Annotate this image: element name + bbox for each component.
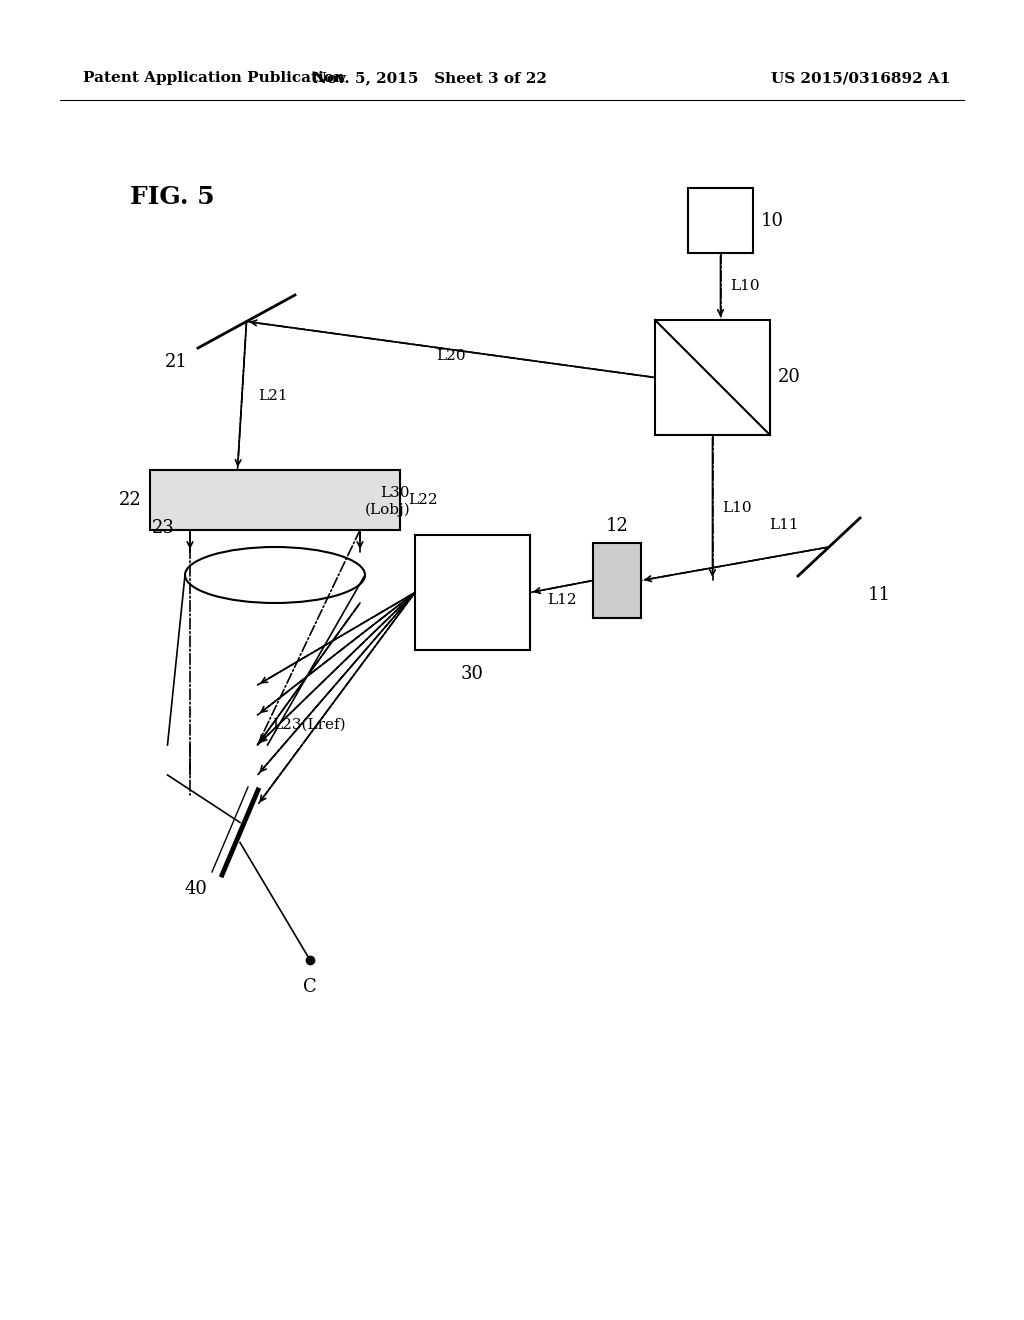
Text: L22: L22	[408, 492, 437, 507]
Text: 10: 10	[761, 211, 784, 230]
Text: FIG. 5: FIG. 5	[130, 185, 215, 209]
Text: L23(Lref): L23(Lref)	[272, 718, 346, 733]
Text: Nov. 5, 2015   Sheet 3 of 22: Nov. 5, 2015 Sheet 3 of 22	[313, 71, 547, 84]
Ellipse shape	[185, 546, 365, 603]
Bar	[655, 319, 770, 436]
Text: 40: 40	[184, 880, 207, 898]
Text: L30
(Lobj): L30 (Lobj)	[365, 486, 410, 517]
Bar	[150, 470, 400, 531]
Text: 20: 20	[778, 368, 801, 387]
Text: L12: L12	[547, 593, 577, 606]
Bar	[415, 535, 530, 649]
Text: L21: L21	[258, 389, 288, 403]
Text: L10: L10	[723, 500, 752, 515]
Text: US 2015/0316892 A1: US 2015/0316892 A1	[771, 71, 950, 84]
Text: 12: 12	[605, 517, 629, 535]
Text: C: C	[303, 978, 316, 997]
Text: 22: 22	[119, 491, 142, 510]
Text: 21: 21	[165, 352, 188, 371]
Bar	[688, 187, 753, 253]
Bar	[593, 543, 641, 618]
Text: L10: L10	[730, 280, 760, 293]
Text: L20: L20	[436, 348, 466, 363]
Text: 30: 30	[461, 665, 484, 682]
Text: L11: L11	[769, 517, 799, 532]
Text: 11: 11	[868, 586, 891, 605]
Text: Patent Application Publication: Patent Application Publication	[83, 71, 345, 84]
Text: 23: 23	[153, 519, 175, 537]
